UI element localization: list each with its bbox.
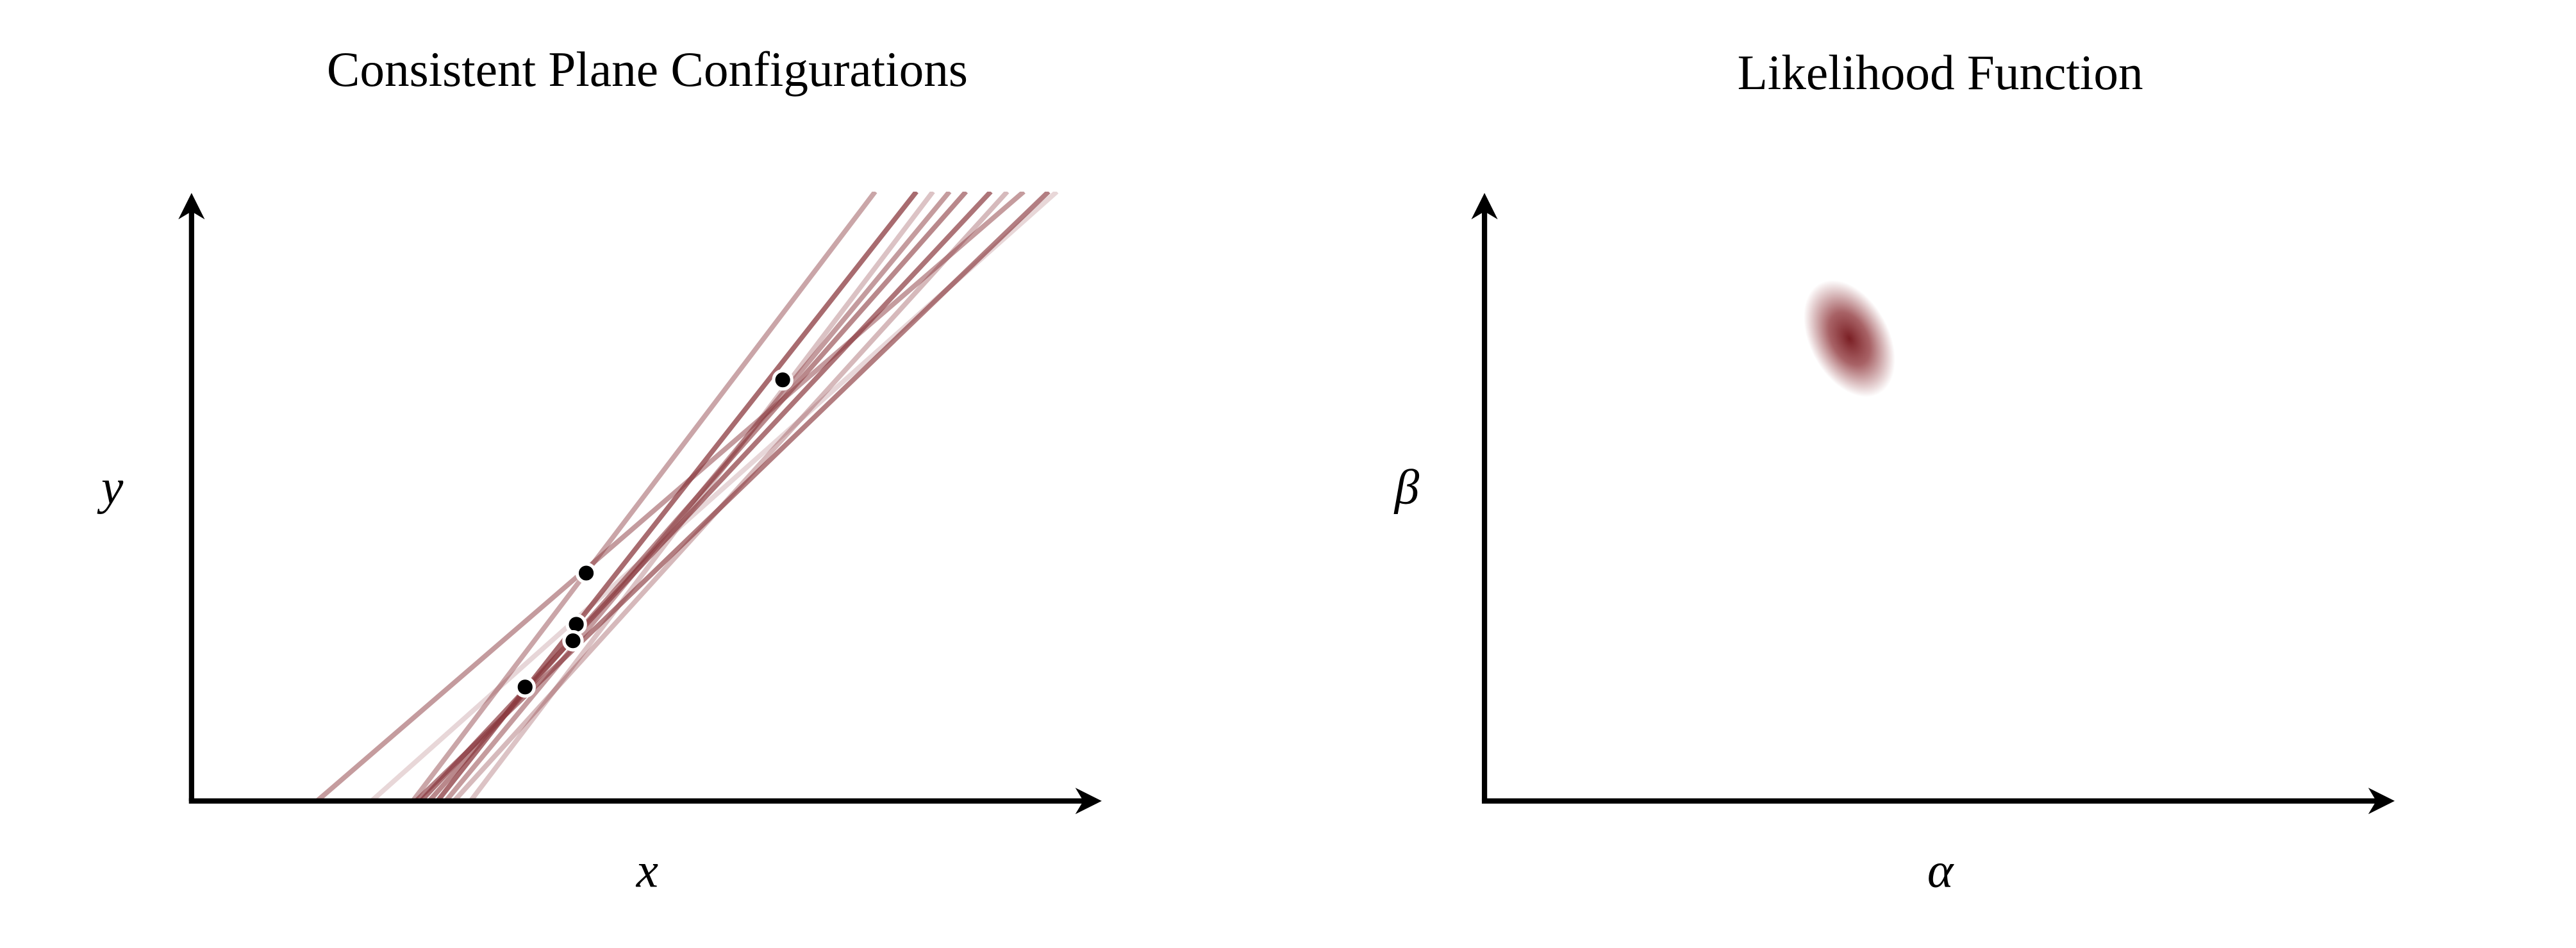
y-label: y — [97, 460, 124, 515]
fit-line — [435, 191, 918, 801]
fit-line — [410, 191, 877, 801]
data-point — [772, 369, 794, 391]
fit-line — [444, 191, 952, 801]
alpha-label: α — [1927, 842, 1954, 897]
fit-line — [414, 191, 1051, 801]
fit-line — [315, 191, 1026, 801]
likelihood-blob — [1804, 280, 1895, 397]
fit-line — [469, 191, 935, 801]
data-point — [562, 629, 584, 652]
x-label: x — [636, 842, 658, 897]
right-title: Likelihood Function — [1738, 45, 2143, 100]
left-title: Consistent Plane Configurations — [327, 42, 968, 97]
beta-label: β — [1393, 460, 1420, 515]
data-point — [575, 562, 597, 584]
data-point — [514, 676, 536, 698]
fit-lines — [315, 191, 1059, 801]
